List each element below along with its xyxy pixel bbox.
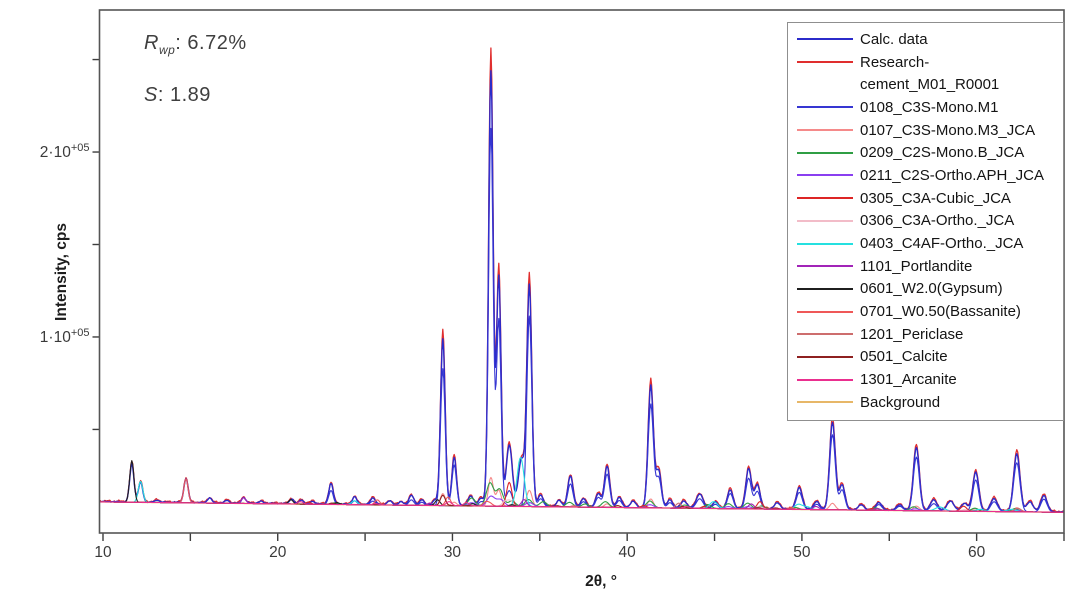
legend-item[interactable]: 0501_Calcite bbox=[788, 346, 1063, 369]
s-value: : 1.89 bbox=[157, 84, 211, 106]
rwp-annotation: Rwp: 6.72% bbox=[144, 32, 247, 57]
legend-item[interactable]: 0211_C2S-Ortho.APH_JCA bbox=[788, 164, 1063, 187]
rwp-value: : 6.72% bbox=[175, 32, 247, 54]
legend-item-label: 1101_Portlandite bbox=[860, 257, 973, 275]
legend-item[interactable]: 0701_W0.50(Bassanite) bbox=[788, 300, 1063, 323]
legend-item[interactable]: 0403_C4AF-Ortho._JCA bbox=[788, 232, 1063, 255]
legend-item-label: 0211_C2S-Ortho.APH_JCA bbox=[860, 166, 1044, 184]
legend-item-label: 1201_Periclase bbox=[860, 325, 964, 343]
legend-item[interactable]: 0107_C3S-Mono.M3_JCA bbox=[788, 119, 1063, 142]
legend-item-label: Calc. data bbox=[860, 30, 928, 48]
x-tick-label: 40 bbox=[619, 544, 637, 561]
series-Calc. data bbox=[99, 70, 1064, 513]
legend-line-swatch bbox=[797, 106, 853, 109]
legend-item-label: Research- bbox=[860, 53, 930, 71]
legend-line-swatch bbox=[797, 355, 853, 358]
legend-item-label: 0306_C3A-Ortho._JCA bbox=[860, 212, 1015, 230]
y-axis-title: Intensity, cps bbox=[53, 223, 70, 321]
x-tick-label: 60 bbox=[968, 544, 986, 561]
plot-area[interactable] bbox=[99, 47, 1065, 513]
legend-line-swatch bbox=[797, 38, 853, 41]
legend-item-label: 0403_C4AF-Ortho._JCA bbox=[860, 235, 1024, 253]
legend: Calc. data Research-cement_M01_R0001 0108_… bbox=[787, 22, 1064, 421]
legend-item-label: 0601_W2.0(Gypsum) bbox=[860, 280, 1003, 298]
y-tick-label: 1·10+05 bbox=[40, 327, 90, 346]
legend-line-swatch bbox=[797, 401, 853, 404]
legend-item[interactable]: 0306_C3A-Ortho._JCA bbox=[788, 210, 1063, 233]
legend-item-label: Background bbox=[860, 393, 941, 411]
legend-line-swatch bbox=[797, 287, 853, 290]
x-axis-title: 2θ, ° bbox=[585, 573, 617, 590]
legend-item[interactable]: cement_M01_R0001 bbox=[788, 73, 1063, 96]
x-tick-label: 10 bbox=[94, 544, 112, 561]
legend-line-swatch bbox=[797, 174, 853, 177]
legend-item[interactable]: 0209_C2S-Mono.B_JCA bbox=[788, 141, 1063, 164]
legend-item[interactable]: 1301_Arcanite bbox=[788, 368, 1063, 391]
x-tick-label: 50 bbox=[793, 544, 811, 561]
legend-item[interactable]: 0601_W2.0(Gypsum) bbox=[788, 278, 1063, 301]
legend-line-swatch bbox=[797, 151, 853, 154]
legend-line-swatch bbox=[797, 129, 853, 132]
y-tick-label: 2·10+05 bbox=[40, 142, 90, 161]
legend-item-label: cement_M01_R0001 bbox=[860, 76, 1000, 94]
legend-line-swatch bbox=[797, 61, 853, 64]
x-tick-label: 20 bbox=[269, 544, 287, 561]
legend-item[interactable]: 0305_C3A-Cubic_JCA bbox=[788, 187, 1063, 210]
legend-line-swatch bbox=[797, 310, 853, 313]
legend-line-swatch bbox=[797, 219, 853, 222]
legend-item-label: 0107_C3S-Mono.M3_JCA bbox=[860, 121, 1036, 139]
legend-item-label: 0501_Calcite bbox=[860, 348, 948, 366]
axis-ticks bbox=[92, 58, 1065, 541]
legend-line-swatch bbox=[797, 197, 853, 200]
legend-item[interactable]: 1101_Portlandite bbox=[788, 255, 1063, 278]
legend-item[interactable]: Calc. data bbox=[788, 28, 1063, 51]
legend-item[interactable]: Research- bbox=[788, 51, 1063, 74]
s-annotation: S: 1.89 bbox=[144, 84, 211, 107]
legend-item[interactable]: 1201_Periclase bbox=[788, 323, 1063, 346]
rwp-symbol: R bbox=[144, 32, 159, 54]
series-1301_Arcanite bbox=[99, 501, 1064, 513]
legend-line-swatch bbox=[797, 242, 853, 245]
plot-frame bbox=[98, 9, 1065, 534]
legend-item[interactable]: 0108_C3S-Mono.M1 bbox=[788, 96, 1063, 119]
s-symbol: S bbox=[144, 84, 158, 106]
legend-line-swatch bbox=[797, 265, 853, 268]
legend-item-label: 0305_C3A-Cubic_JCA bbox=[860, 189, 1011, 207]
legend-item-label: 0209_C2S-Mono.B_JCA bbox=[860, 144, 1025, 162]
legend-item-label: 1301_Arcanite bbox=[860, 371, 957, 389]
legend-item[interactable]: Background bbox=[788, 391, 1063, 414]
legend-item-label: 0701_W0.50(Bassanite) bbox=[860, 303, 1021, 321]
rwp-subscript: wp bbox=[158, 43, 176, 57]
legend-line-swatch bbox=[797, 378, 853, 381]
x-tick-label: 30 bbox=[444, 544, 462, 561]
legend-item-label: 0108_C3S-Mono.M1 bbox=[860, 98, 999, 116]
legend-line-swatch bbox=[797, 333, 853, 336]
